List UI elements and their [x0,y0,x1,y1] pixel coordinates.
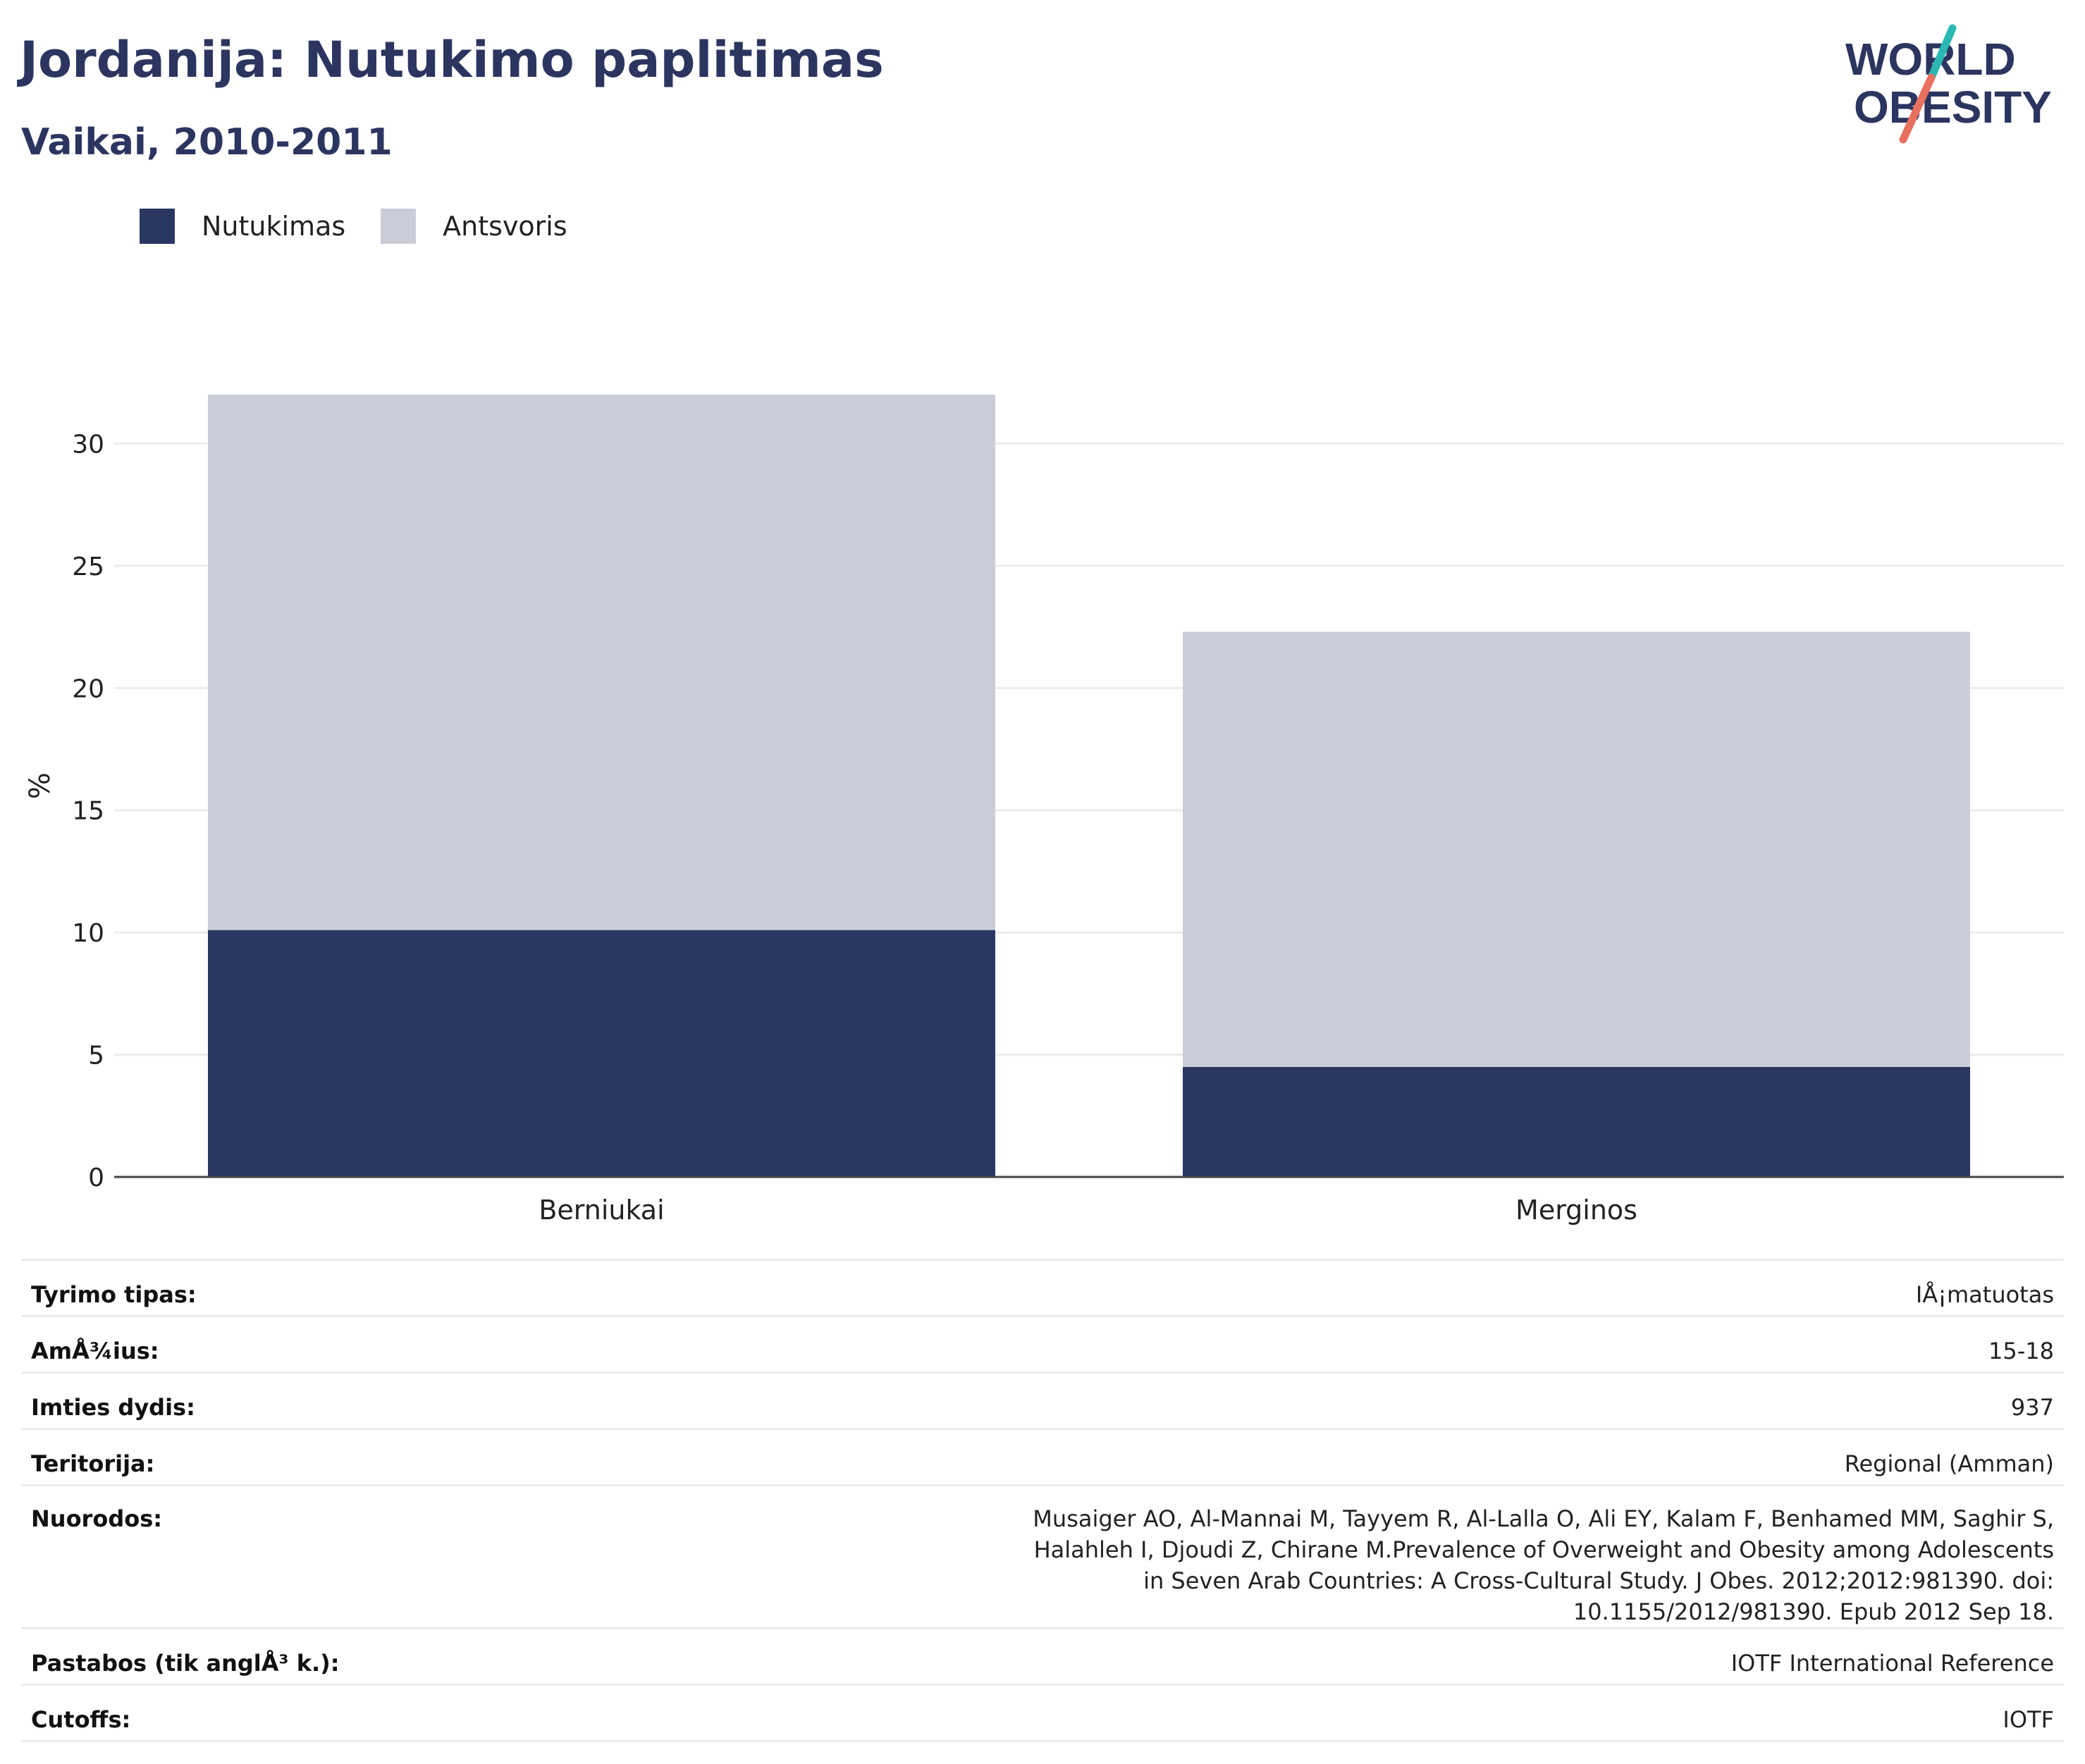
y-tick-label: 0 [88,1164,104,1192]
info-key: Teritorija: [21,1428,472,1486]
info-value: IOTF [472,1684,2064,1742]
info-key: AmÅ¾ius: [21,1315,472,1373]
bar-obesity [1183,1066,1970,1177]
bar-overweight [1183,631,1970,1067]
info-row-cutoffs: Cutoffs: IOTF [21,1684,2064,1742]
y-axis-label: % [24,772,56,799]
info-table: Tyrimo tipas: IÅ¡matuotas AmÅ¾ius: 15-18… [21,1259,2064,1742]
info-value: 15-18 [472,1315,2064,1373]
y-tick-label: 30 [72,430,104,459]
bar-obesity [208,930,995,1177]
legend-label-obesity: Nutukimas [202,211,346,242]
x-tick-label: Merginos [1515,1195,1637,1226]
world-obesity-logo: WORLD OBESITY [1845,24,2052,144]
chart-title: Jordanija: Nutukimo paplitimas [20,31,884,89]
bar-chart: 0 5 10 15 20 25 30 Berniukai Merginos% [24,395,2064,1226]
info-key: Tyrimo tipas: [21,1259,472,1316]
legend-item-overweight[interactable]: Antsvoris [381,209,567,244]
info-key: Imties dydis: [21,1371,472,1429]
info-value: IOTF International Reference [472,1627,2064,1685]
info-key: Pastabos (tik anglÅ³ k.): [21,1627,472,1685]
y-tick-label: 5 [88,1042,104,1071]
legend: Nutukimas Antsvoris [140,209,603,244]
y-tick-label: 20 [72,674,104,703]
info-row-notes: Pastabos (tik anglÅ³ k.): IOTF Internati… [21,1627,2064,1685]
info-key: Nuorodos: [21,1484,472,1629]
legend-item-obesity[interactable]: Nutukimas [140,209,345,244]
info-value: Regional (Amman) [472,1428,2064,1486]
bar-overweight [208,395,995,930]
legend-swatch-obesity [140,209,175,244]
info-value: IÅ¡matuotas [472,1259,2064,1316]
info-row-age: AmÅ¾ius: 15-18 [21,1315,2064,1373]
logo-slash-coral [1899,73,1936,144]
logo-word-obesity: OBESITY [1854,82,2052,132]
info-row-references: Nuorodos: Musaiger AO, Al-Mannai M, Tayy… [21,1484,2064,1629]
y-tick-label: 15 [72,797,104,826]
x-tick-label: Berniukai [539,1195,664,1226]
legend-label-overweight: Antsvoris [443,211,567,242]
chart-subtitle: Vaikai, 2010-2011 [21,121,393,164]
info-row-study-type: Tyrimo tipas: IÅ¡matuotas [21,1259,2064,1316]
info-key: Cutoffs: [21,1684,472,1742]
logo-slash-teal [1927,24,1957,82]
legend-swatch-overweight [381,209,417,244]
info-row-territory: Teritorija: Regional (Amman) [21,1428,2064,1486]
info-row-sample-size: Imties dydis: 937 [21,1371,2064,1429]
y-tick-label: 25 [72,553,104,581]
info-value-references: Musaiger AO, Al-Mannai M, Tayyem R, Al-L… [472,1484,2064,1629]
info-value: 937 [472,1371,2064,1429]
y-tick-label: 10 [72,919,104,948]
